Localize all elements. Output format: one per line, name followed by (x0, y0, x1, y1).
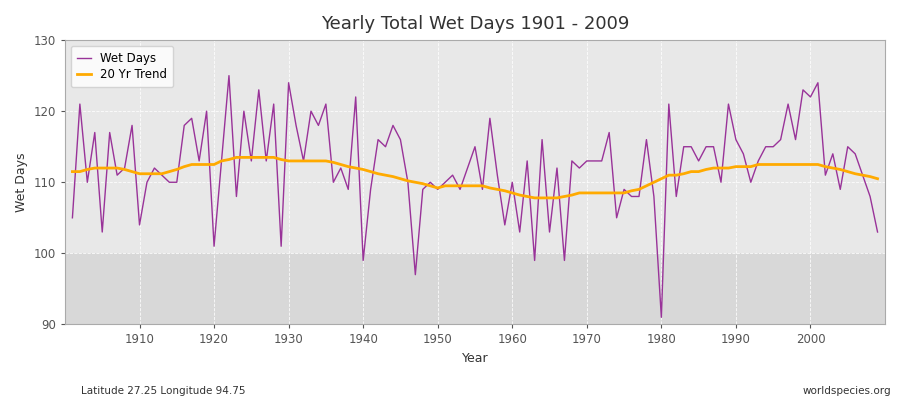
Wet Days (298, 158, 309, 163)
Wet Days (127, 123, 138, 128)
Text: worldspecies.org: worldspecies.org (803, 386, 891, 396)
Line: 20 Yr Trend: 20 Yr Trend (72, 157, 878, 198)
20 Yr Trend (127, 169, 138, 174)
Bar (65, 253, 885, 324)
20 Yr Trend (507, 190, 517, 195)
Y-axis label: Wet Days: Wet Days (15, 152, 28, 212)
20 Yr Trend (67, 169, 77, 174)
Wet Days (604, 130, 615, 135)
Line: Wet Days: Wet Days (72, 76, 878, 317)
20 Yr Trend (611, 190, 622, 195)
20 Yr Trend (872, 176, 883, 181)
20 Yr Trend (529, 196, 540, 200)
20 Yr Trend (231, 155, 242, 160)
Wet Days (872, 230, 883, 234)
Text: Latitude 27.25 Longitude 94.75: Latitude 27.25 Longitude 94.75 (81, 386, 246, 396)
Wet Days (223, 73, 234, 78)
Title: Yearly Total Wet Days 1901 - 2009: Yearly Total Wet Days 1901 - 2009 (320, 15, 629, 33)
20 Yr Trend (514, 193, 525, 198)
Wet Days (507, 180, 517, 185)
Legend: Wet Days, 20 Yr Trend: Wet Days, 20 Yr Trend (71, 46, 174, 87)
Wet Days (67, 216, 77, 220)
20 Yr Trend (343, 164, 354, 169)
Wet Days (343, 187, 354, 192)
20 Yr Trend (298, 158, 309, 163)
Wet Days (514, 230, 525, 234)
X-axis label: Year: Year (462, 352, 489, 365)
Wet Days (656, 315, 667, 320)
